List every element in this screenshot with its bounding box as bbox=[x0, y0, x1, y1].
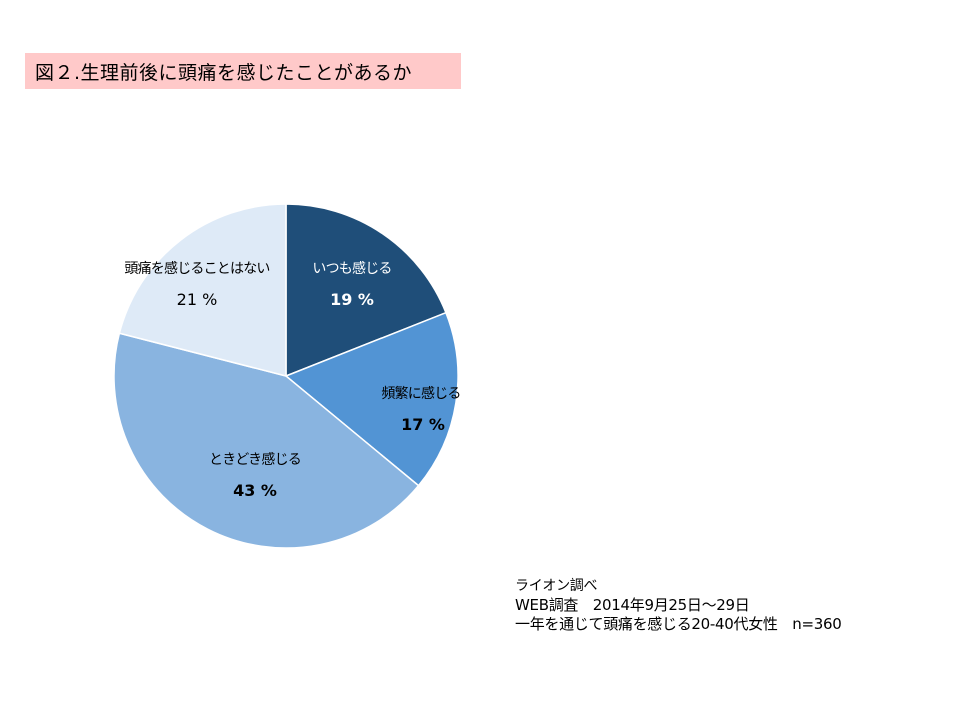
source-note: ライオン調べ WEB調査 2014年9月25日～29日 一年を通じて頭痛を感じる… bbox=[515, 577, 842, 634]
pie-slice-label: 頭痛を感じることはない bbox=[124, 260, 269, 277]
source-sample: 一年を通じて頭痛を感じる20-40代女性 n=360 bbox=[515, 615, 842, 633]
pie-slice-value: 43 % bbox=[233, 481, 277, 500]
pie-slice bbox=[118, 203, 287, 377]
pie-slice-value: 19 % bbox=[330, 290, 374, 309]
pie-labels: いつも感じる 19 % 頻繁に感じる 17 % ときどき感じる 43 % 頭痛を感じることは… bbox=[124, 260, 461, 500]
source-survey-period: WEB調査 2014年9月25日～29日 bbox=[515, 596, 750, 614]
pie-slice-label: いつも感じる bbox=[312, 260, 391, 277]
pie-slice-value: 21 % bbox=[177, 290, 218, 309]
chart-title: 図２.生理前後に頭痛を感じたことがあるか bbox=[25, 53, 461, 89]
pie-slice-label: 頻繁に感じる bbox=[381, 385, 460, 402]
pie-slice bbox=[284, 311, 459, 487]
source-organization: ライオン調べ bbox=[515, 578, 598, 594]
pie-slice-label: ときどき感じる bbox=[209, 451, 301, 468]
pie-slice bbox=[113, 332, 420, 549]
pie-slices bbox=[113, 203, 459, 549]
pie-slice bbox=[285, 203, 447, 378]
pie-slice-value: 17 % bbox=[401, 415, 445, 434]
